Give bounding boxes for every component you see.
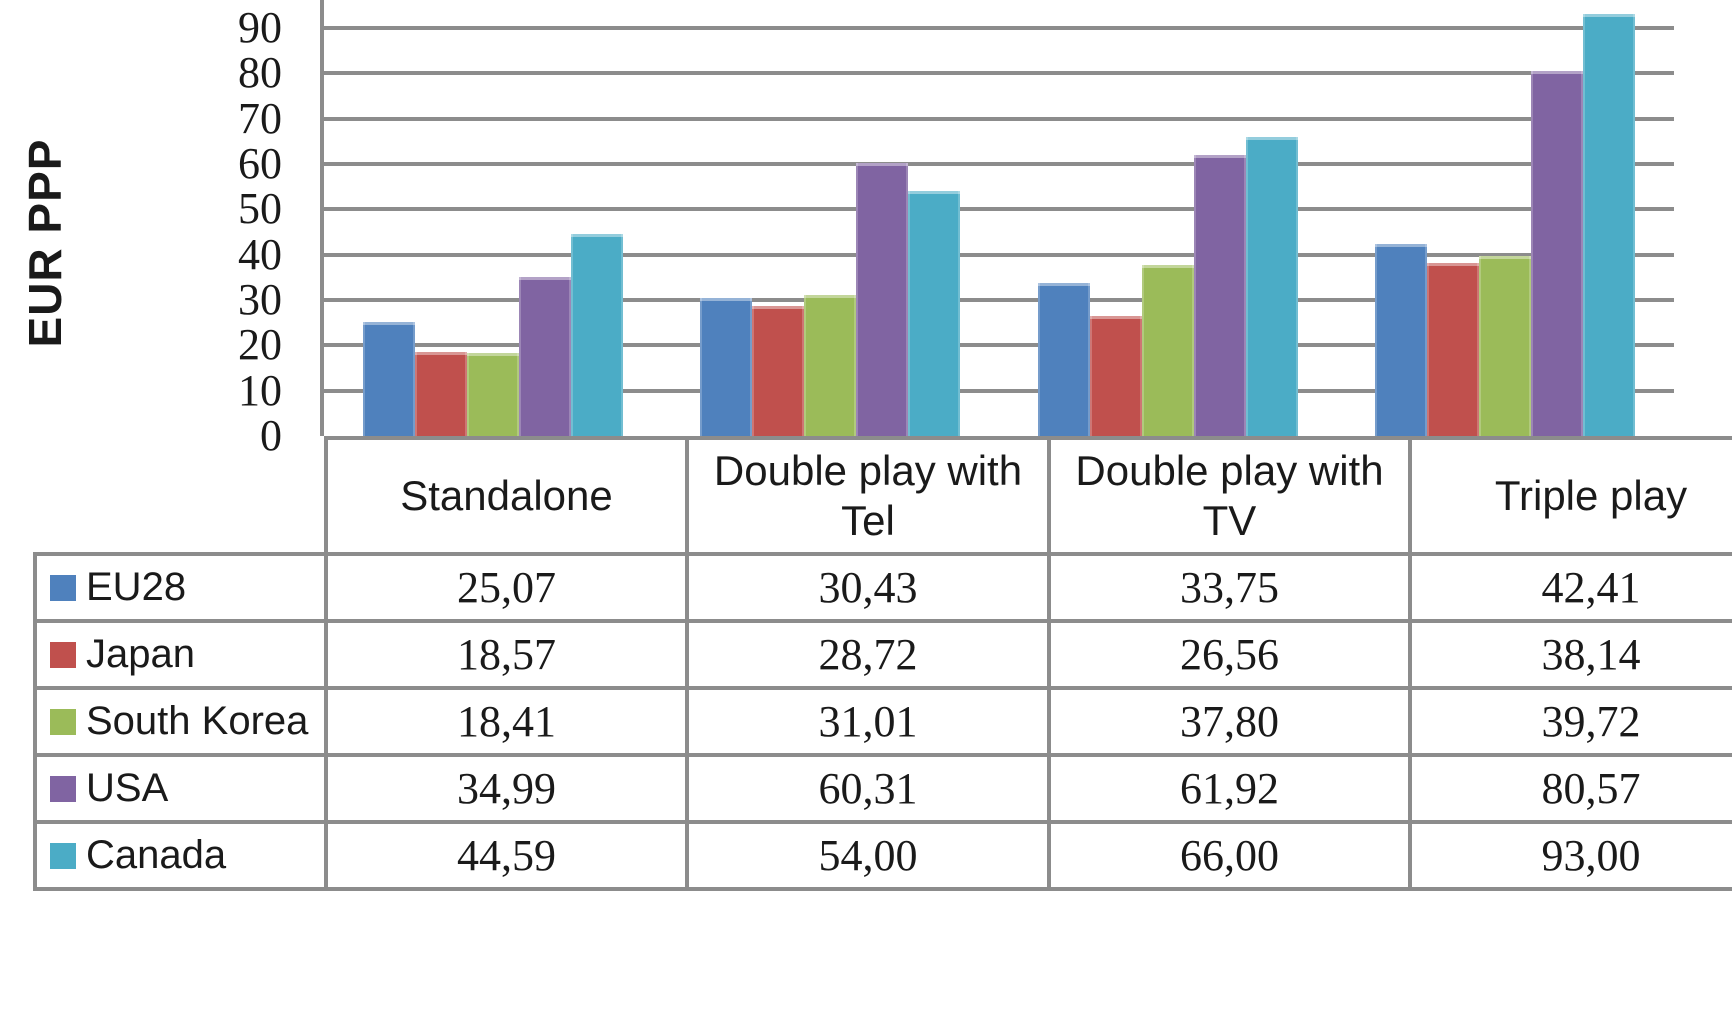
value-cell-japan-double-play-with-tv: 26,56 <box>1047 619 1412 690</box>
value-cell-south-korea-double-play-with-tel: 31,01 <box>685 686 1051 757</box>
value-cell-usa-standalone: 34,99 <box>324 753 689 824</box>
bar-group-double-play-with-tel <box>662 0 1000 436</box>
bar-canada-standalone <box>570 233 623 436</box>
value-cell-japan-double-play-with-tel: 28,72 <box>685 619 1051 690</box>
y-tick-label-90: 90 <box>238 3 282 53</box>
column-header-triple-play: Triple play <box>1408 436 1732 556</box>
value-cell-eu28-double-play-with-tv: 33,75 <box>1047 552 1412 623</box>
data-table: Standalone Double play with Tel Double pla… <box>33 436 1732 891</box>
legend-swatch-canada <box>50 842 76 869</box>
value-cell-usa-double-play-with-tel: 60,31 <box>685 753 1051 824</box>
legend-swatch-eu28 <box>50 574 76 601</box>
bar-usa-double-play-with-tv <box>1193 155 1246 436</box>
gridline-70 <box>324 116 1674 121</box>
legend-cell-south-korea: South Korea <box>33 686 328 757</box>
value-cell-eu28-triple-play: 42,41 <box>1408 552 1732 623</box>
value-cell-usa-double-play-with-tv: 61,92 <box>1047 753 1412 824</box>
bar-usa-standalone <box>518 277 571 436</box>
y-tick-label-60: 60 <box>238 139 282 189</box>
legend-entry: South Korea <box>50 699 322 744</box>
bar-group-double-play-with-tv <box>999 0 1337 436</box>
table-row-eu28: EU28 25,07 30,43 33,75 42,41 <box>33 552 1732 623</box>
value-cell-canada-triple-play: 93,00 <box>1408 820 1732 891</box>
bar-usa-double-play-with-tel <box>856 162 909 436</box>
legend-cell-usa: USA <box>33 753 328 824</box>
bar-japan-double-play-with-tv <box>1089 315 1142 436</box>
value-cell-south-korea-standalone: 18,41 <box>324 686 689 757</box>
gridline-80 <box>324 71 1674 76</box>
gridline-40 <box>324 252 1674 257</box>
y-tick-label-10: 10 <box>238 365 282 415</box>
y-tick-label-20: 20 <box>238 320 282 370</box>
y-tick-label-0: 0 <box>260 411 282 460</box>
column-header-double-play-with-tel: Double play with Tel <box>685 436 1051 556</box>
legend-entry: Japan <box>50 632 322 677</box>
value-cell-canada-double-play-with-tv: 66,00 <box>1047 820 1412 891</box>
bar-south-korea-double-play-with-tel <box>804 295 857 436</box>
bar-south-korea-triple-play <box>1479 255 1532 436</box>
bar-eu28-standalone <box>362 322 415 436</box>
y-tick-label-70: 70 <box>238 93 282 143</box>
bar-south-korea-double-play-with-tv <box>1141 264 1194 436</box>
legend-label: USA <box>86 766 169 810</box>
legend-swatch-usa <box>50 775 76 802</box>
column-header-double-play-with-tv: Double play with TV <box>1047 436 1412 556</box>
value-cell-south-korea-triple-play: 39,72 <box>1408 686 1732 757</box>
legend-swatch-south-korea <box>50 708 76 735</box>
bar-usa-triple-play <box>1531 70 1584 436</box>
bar-eu28-triple-play <box>1375 243 1428 436</box>
plot-area <box>320 0 1674 436</box>
table-row-south-korea: South Korea 18,41 31,01 37,80 39,72 <box>33 686 1732 757</box>
table-corner-empty <box>35 438 326 554</box>
bar-canada-triple-play <box>1583 14 1636 436</box>
y-tick-label-40: 40 <box>238 229 282 279</box>
bar-eu28-double-play-with-tv <box>1037 283 1090 436</box>
value-cell-japan-standalone: 18,57 <box>324 619 689 690</box>
table-row-japan: Japan 18,57 28,72 26,56 38,14 <box>33 619 1732 690</box>
gridline-90 <box>324 26 1674 31</box>
legend-entry: USA <box>50 766 322 811</box>
bar-japan-triple-play <box>1427 263 1480 436</box>
value-cell-south-korea-double-play-with-tv: 37,80 <box>1047 686 1412 757</box>
bar-canada-double-play-with-tv <box>1245 136 1298 436</box>
gridline-30 <box>324 298 1674 302</box>
value-cell-usa-triple-play: 80,57 <box>1408 753 1732 824</box>
bar-eu28-double-play-with-tel <box>700 298 753 436</box>
gridline-20 <box>324 343 1674 348</box>
gridline-60 <box>324 162 1674 167</box>
value-cell-canada-double-play-with-tel: 54,00 <box>685 820 1051 891</box>
table-row-usa: USA 34,99 60,31 61,92 80,57 <box>33 753 1732 824</box>
y-tick-label-80: 80 <box>238 48 282 98</box>
table-header-row: Standalone Double play with Tel Double pla… <box>35 436 1732 556</box>
legend-label: Canada <box>86 833 227 877</box>
bar-japan-standalone <box>414 351 467 436</box>
legend-swatch-japan <box>50 641 76 668</box>
bar-japan-double-play-with-tel <box>752 305 805 436</box>
column-header-standalone: Standalone <box>324 436 689 556</box>
legend-label: Japan <box>86 632 195 676</box>
value-cell-canada-standalone: 44,59 <box>324 820 689 891</box>
value-cell-japan-triple-play: 38,14 <box>1408 619 1732 690</box>
table-row-canada: Canada 44,59 54,00 66,00 93,00 <box>33 820 1732 891</box>
y-tick-label-30: 30 <box>238 275 282 324</box>
gridline-50 <box>324 207 1674 212</box>
legend-cell-japan: Japan <box>33 619 328 690</box>
legend-entry: Canada <box>50 833 322 878</box>
gridline-10 <box>324 388 1674 393</box>
value-cell-eu28-standalone: 25,07 <box>324 552 689 623</box>
legend-label: EU28 <box>86 565 187 609</box>
legend-cell-canada: Canada <box>33 820 328 891</box>
bar-canada-double-play-with-tel <box>908 191 961 436</box>
legend-label: South Korea <box>86 699 309 743</box>
y-tick-label-50: 50 <box>238 184 282 234</box>
value-cell-eu28-double-play-with-tel: 30,43 <box>685 552 1051 623</box>
bar-group-triple-play <box>1337 0 1675 436</box>
legend-cell-eu28: EU28 <box>33 552 328 623</box>
bar-group-standalone <box>324 0 662 436</box>
bar-south-korea-standalone <box>466 352 519 436</box>
legend-entry: EU28 <box>50 565 322 610</box>
